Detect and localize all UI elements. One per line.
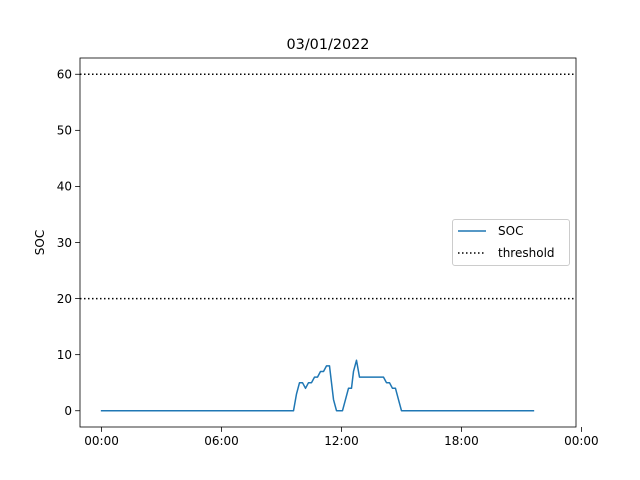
x-tick-label: 12:00 xyxy=(324,434,359,448)
x-tick-label: 00:00 xyxy=(84,434,119,448)
legend-threshold-label: threshold xyxy=(498,246,555,260)
y-tick-label: 40 xyxy=(57,180,72,194)
y-tick-label: 50 xyxy=(57,124,72,138)
chart-title: 03/01/2022 xyxy=(287,37,370,53)
y-tick-label: 0 xyxy=(64,404,72,418)
y-tick-label: 20 xyxy=(57,292,72,306)
x-tick-label: 00:00 xyxy=(564,434,599,448)
x-tick-label: 06:00 xyxy=(204,434,239,448)
y-axis-label: SOC xyxy=(33,230,47,255)
y-tick-label: 60 xyxy=(57,68,72,82)
y-tick-label: 10 xyxy=(57,348,72,362)
legend: SOC threshold xyxy=(452,219,570,266)
threshold-layer xyxy=(80,73,576,300)
y-tick-label: 30 xyxy=(57,236,72,250)
legend-soc-label: SOC xyxy=(498,224,523,238)
x-axis: 00:00 06:00 12:00 18:00 00:00 xyxy=(84,427,599,448)
y-axis: 0 10 20 30 40 50 60 xyxy=(57,68,80,418)
x-tick-label: 18:00 xyxy=(444,434,479,448)
soc-line xyxy=(100,359,535,412)
series-layer xyxy=(100,359,535,412)
